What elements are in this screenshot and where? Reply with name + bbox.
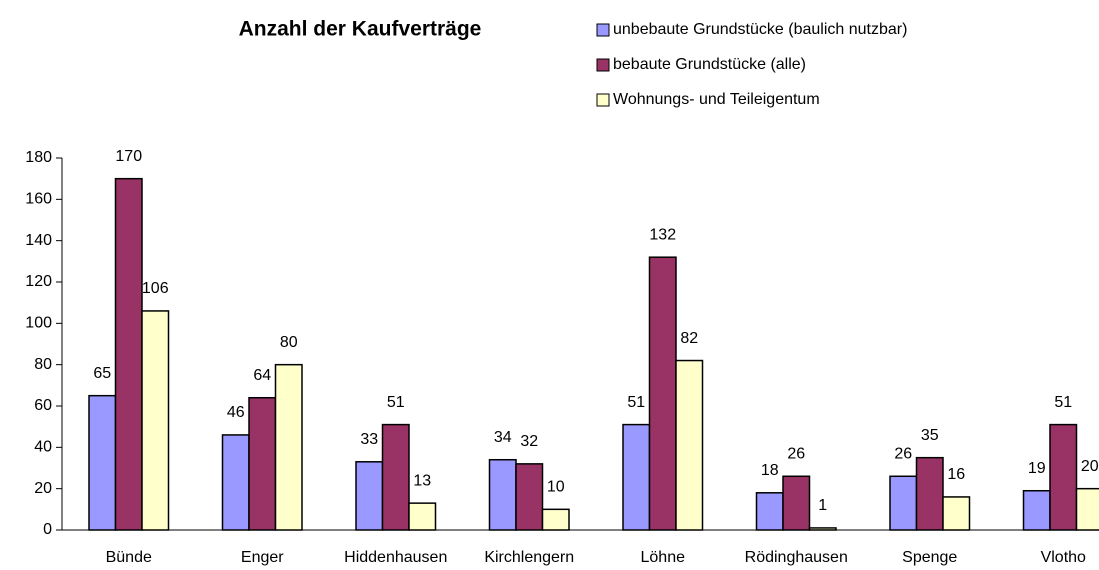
y-tick-label: 80 (34, 356, 52, 373)
legend-label: Wohnungs- und Teileigentum (613, 91, 820, 108)
bar (755, 492, 784, 531)
data-label: 82 (680, 330, 698, 347)
bar (541, 508, 570, 531)
data-label: 19 (1028, 460, 1046, 477)
data-label: 34 (494, 429, 512, 446)
legend-label: unbebaute Grundstücke (baulich nutzbar) (613, 21, 907, 38)
bar (248, 396, 277, 531)
x-tick-label: Vlotho (1041, 549, 1086, 566)
bar (141, 310, 170, 531)
data-label: 80 (280, 334, 298, 351)
bar (381, 423, 410, 531)
bar (648, 256, 677, 531)
x-tick-label: Enger (241, 549, 284, 566)
data-label: 13 (413, 472, 431, 489)
bar (622, 423, 651, 531)
data-label: 32 (520, 433, 538, 450)
data-label: 170 (115, 148, 142, 165)
bar (488, 458, 517, 531)
bar (221, 434, 250, 531)
data-label: 46 (227, 404, 245, 421)
x-tick-label: Rödinghausen (745, 549, 848, 566)
data-label: 10 (547, 479, 565, 496)
bar (355, 461, 384, 531)
bar (515, 463, 544, 531)
data-label: 35 (921, 427, 939, 444)
data-label: 26 (894, 445, 912, 462)
bar (808, 527, 837, 531)
legend-label: bebaute Grundstücke (alle) (613, 56, 806, 73)
x-tick-label: Bünde (106, 549, 152, 566)
x-tick-label: Spenge (902, 549, 957, 566)
chart-title: Anzahl der Kaufverträge (239, 18, 482, 41)
data-label: 65 (93, 365, 111, 382)
legend-swatch (596, 93, 610, 107)
y-tick-label: 0 (43, 521, 52, 538)
data-label: 33 (360, 431, 378, 448)
x-tick-label: Löhne (641, 549, 686, 566)
y-tick-label: 40 (34, 439, 52, 456)
bar (408, 502, 437, 531)
bar (675, 359, 704, 531)
legend-swatch (596, 58, 610, 72)
y-tick-label: 140 (25, 232, 52, 249)
x-tick-label: Hiddenhausen (344, 549, 447, 566)
bar (1049, 423, 1078, 531)
legend-swatch (596, 23, 610, 37)
data-label: 64 (253, 367, 271, 384)
y-tick-label: 160 (25, 191, 52, 208)
y-tick-label: 180 (25, 149, 52, 166)
data-label: 51 (387, 394, 405, 411)
bar (1075, 487, 1099, 531)
bar (1022, 489, 1051, 531)
y-tick-label: 100 (25, 315, 52, 332)
data-label: 1 (818, 497, 827, 514)
bar (915, 456, 944, 531)
bar (274, 363, 303, 531)
data-label: 16 (947, 466, 965, 483)
bar (114, 177, 143, 531)
bar (88, 394, 117, 531)
y-tick-label: 120 (25, 273, 52, 290)
data-label: 20 (1081, 458, 1099, 475)
data-label: 106 (142, 280, 169, 297)
bar (942, 496, 971, 531)
data-label: 51 (1054, 394, 1072, 411)
data-label: 51 (627, 394, 645, 411)
bar (889, 475, 918, 531)
data-label: 18 (761, 462, 779, 479)
data-label: 132 (649, 226, 676, 243)
y-tick-label: 60 (34, 397, 52, 414)
y-tick-label: 20 (34, 480, 52, 497)
x-tick-label: Kirchlengern (484, 549, 574, 566)
data-label: 26 (787, 445, 805, 462)
bar (782, 475, 811, 531)
